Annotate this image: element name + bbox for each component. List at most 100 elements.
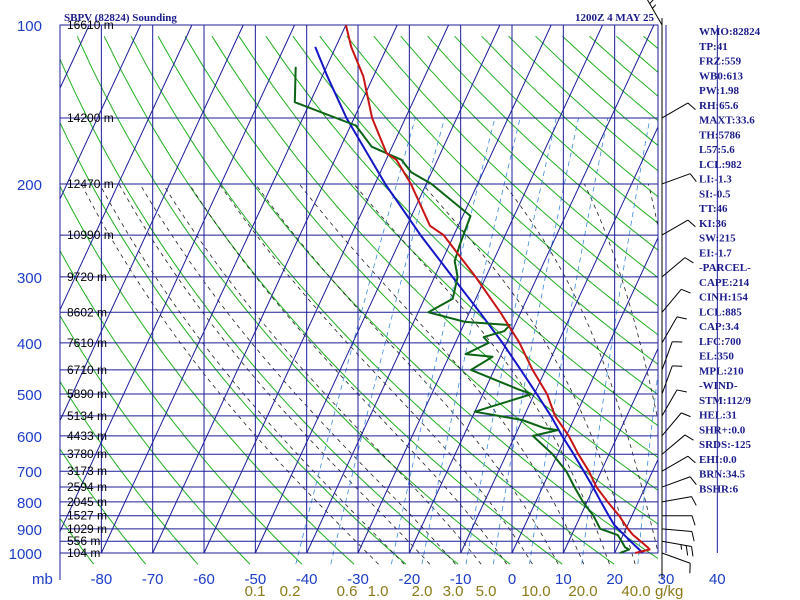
wind-barb-flag — [689, 476, 697, 485]
dry-adiabat — [427, 35, 658, 251]
stability-index: CINH:154 — [699, 292, 748, 304]
moist-adiabat — [219, 183, 533, 565]
moist-adiabat — [162, 183, 482, 565]
dry-adiabat — [60, 249, 303, 565]
height-label: 7610 m — [67, 336, 107, 350]
temperature-tick-label: 20 — [606, 571, 623, 588]
stability-index: CAP:3.4 — [699, 321, 740, 333]
isotherm-line — [614, 459, 659, 554]
wind-barb-flag — [681, 288, 691, 294]
stability-index: L57:5.6 — [699, 144, 735, 156]
mixing-ratio-line — [529, 117, 609, 565]
dry-adiabat — [60, 448, 147, 565]
stability-index: MPL:210 — [699, 365, 744, 377]
mixing-ratio-line — [295, 117, 416, 565]
isotherm-line — [203, 24, 450, 554]
stability-index: CAPE:214 — [699, 277, 750, 289]
temperature-tick-label: 10 — [555, 571, 572, 588]
mixing-ratio-tick-label: 0.1 — [245, 583, 266, 600]
pressure-tick-label: 700 — [17, 464, 42, 481]
moist-adiabat — [298, 183, 585, 565]
stability-index: EI:-1.7 — [699, 247, 732, 259]
stability-index: RH:65.6 — [699, 100, 739, 112]
height-label: 9720 m — [67, 270, 107, 284]
wind-barb-staff — [661, 102, 689, 119]
stability-index: SRDS:-125 — [699, 439, 751, 451]
wind-barb-staff — [661, 288, 682, 313]
dry-adiabat — [319, 35, 658, 365]
adiabat-lines — [60, 35, 658, 565]
wind-barb-staff — [661, 528, 692, 532]
stability-index: PW:1.98 — [699, 85, 740, 97]
grid-lines — [59, 24, 718, 580]
wind-barb-staff — [661, 552, 691, 564]
moist-adiabat — [503, 183, 658, 554]
dry-adiabat — [346, 35, 658, 336]
isotherm-line — [306, 24, 552, 554]
stability-index: LFC:700 — [699, 336, 742, 348]
wind-barb-staff — [661, 389, 678, 417]
dry-adiabat — [60, 314, 251, 565]
pressure-tick-label: 300 — [17, 270, 42, 287]
moist-adiabat — [353, 183, 610, 565]
moist-adiabat — [188, 183, 508, 565]
plot-frame — [59, 24, 659, 554]
dry-adiabat — [76, 35, 511, 565]
wind-barb-flag — [685, 545, 689, 556]
wind-barb-flag — [687, 455, 696, 464]
wind-barb-staff — [661, 257, 686, 278]
height-label: 5134 m — [67, 409, 107, 423]
temperature-tick-label: 40 — [709, 571, 726, 588]
mixing-ratio-tick-label: 1.0 — [368, 583, 389, 600]
height-label: 10990 m — [67, 228, 114, 242]
height-label: 8602 m — [67, 305, 107, 319]
mixing-ratio-tick-label: 2.0 — [412, 583, 433, 600]
stability-index: LI:-1.3 — [699, 174, 732, 186]
mixing-ratio-tick-label: 10.0 — [521, 583, 550, 600]
stability-index: SI:-0.5 — [699, 188, 731, 200]
temperature-tick-label: -40 — [296, 571, 318, 588]
wind-barb-staff — [661, 434, 686, 455]
moist-adiabat — [80, 183, 379, 565]
isotherm-line — [408, 24, 655, 554]
stability-index: SW:215 — [699, 233, 736, 245]
moist-adiabat — [254, 183, 559, 565]
mixing-ratio-tick-label: 20.0 — [568, 583, 597, 600]
isotherm-line — [59, 24, 193, 311]
wind-barb-staff — [661, 496, 692, 503]
wind-barb-half-flag — [652, 4, 657, 9]
isotherm-line — [59, 24, 142, 200]
dry-adiabat — [211, 35, 658, 491]
wind-barb-flag — [684, 257, 694, 264]
dry-adiabat — [400, 35, 658, 279]
mixing-ratio-line — [492, 117, 579, 565]
sounding-time: 1200Z 4 MAY 25 — [575, 12, 654, 24]
stability-index: SHR+:0.0 — [699, 424, 746, 436]
stability-index: LCL:885 — [699, 306, 742, 318]
temperature-tick-label: -30 — [347, 571, 369, 588]
pressure-tick-label: 600 — [17, 429, 42, 446]
dry-adiabat — [292, 35, 658, 396]
height-label: 12470 m — [67, 177, 114, 191]
temperature-tick-label: -70 — [142, 571, 164, 588]
stability-index: BRN:34.5 — [699, 469, 746, 481]
height-label: 3173 m — [67, 464, 107, 478]
sounding-profiles — [293, 25, 651, 554]
height-label: 6710 m — [67, 363, 107, 377]
stability-index: LCL:982 — [699, 159, 742, 171]
dewpoint-trace — [293, 66, 631, 554]
isotherm-line — [152, 24, 398, 554]
stability-index: FRZ:559 — [699, 56, 742, 68]
height-label: 14200 m — [67, 111, 114, 125]
isotherm-line — [100, 24, 347, 554]
wind-barb-staff — [661, 365, 673, 395]
wind-barb-flag — [691, 496, 697, 506]
dry-adiabat — [589, 35, 658, 97]
temperature-tick-label: 0 — [508, 571, 516, 588]
height-label: 1029 m — [67, 522, 107, 536]
height-label: 556 m — [67, 534, 100, 548]
stability-index: WB0:613 — [699, 70, 744, 82]
isotherm-line — [562, 348, 659, 554]
